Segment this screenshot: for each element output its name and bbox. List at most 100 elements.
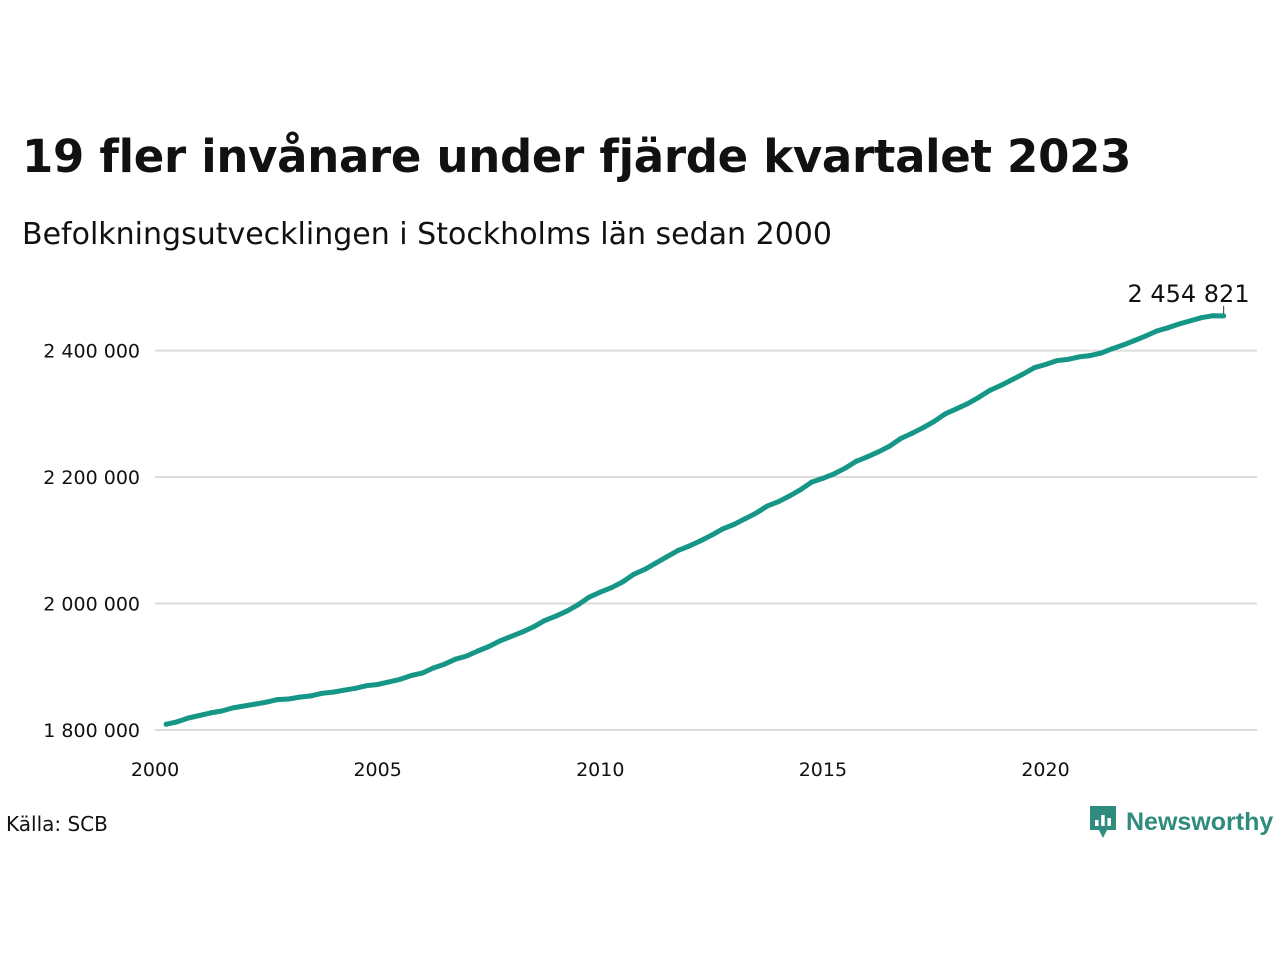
data-point	[1009, 377, 1015, 383]
data-point	[174, 719, 180, 725]
data-point	[1176, 321, 1182, 327]
data-point	[664, 554, 670, 560]
chart-title: 19 fler invånare under fjärde kvartalet …	[22, 130, 1132, 183]
data-point	[1120, 342, 1126, 348]
y-tick-label: 2 000 000	[43, 594, 140, 616]
data-point	[675, 547, 681, 553]
data-point	[998, 382, 1004, 388]
data-point	[608, 585, 614, 591]
data-point	[386, 679, 392, 685]
end-value-label: 2 454 821	[1127, 280, 1249, 308]
data-point	[163, 721, 169, 727]
x-tick-label: 2020	[1021, 759, 1069, 781]
data-point	[542, 618, 548, 624]
data-point	[352, 685, 358, 691]
data-point	[631, 571, 637, 577]
data-point	[942, 411, 948, 417]
data-point	[319, 690, 325, 696]
data-point	[1087, 353, 1093, 359]
data-point	[709, 532, 715, 538]
y-tick-label: 2 200 000	[43, 467, 140, 489]
data-point	[330, 689, 336, 695]
data-point	[441, 661, 447, 667]
data-point	[876, 449, 882, 455]
data-point	[1132, 337, 1138, 343]
data-point	[686, 543, 692, 549]
data-point	[853, 458, 859, 464]
y-tick-label: 1 800 000	[43, 720, 140, 742]
data-point	[775, 499, 781, 505]
data-point	[1076, 354, 1082, 360]
data-point	[1043, 362, 1049, 367]
data-point	[274, 697, 280, 703]
data-point	[553, 613, 559, 619]
data-point	[1143, 333, 1149, 339]
data-point	[497, 638, 503, 644]
data-point	[864, 454, 870, 460]
data-point	[241, 703, 247, 709]
data-point	[1054, 358, 1060, 364]
data-point	[931, 418, 937, 424]
data-point	[842, 465, 848, 471]
data-point	[1154, 328, 1160, 334]
data-point	[185, 715, 191, 721]
data-point	[464, 653, 470, 659]
data-point	[375, 681, 381, 687]
data-point	[508, 633, 514, 639]
data-point	[575, 602, 581, 608]
data-point	[475, 648, 481, 654]
data-point	[297, 694, 303, 700]
data-point	[653, 560, 659, 566]
data-point	[1187, 318, 1193, 324]
data-point	[408, 673, 414, 679]
data-point	[1209, 313, 1215, 319]
data-point	[308, 693, 314, 699]
data-point	[1020, 371, 1026, 377]
data-point	[798, 487, 804, 493]
data-point	[1165, 325, 1171, 331]
chart-subtitle: Befolkningsutvecklingen i Stockholms län…	[22, 217, 832, 252]
data-point	[953, 406, 959, 412]
data-point	[519, 629, 525, 635]
data-point	[764, 503, 770, 509]
data-point	[987, 387, 993, 393]
data-point	[965, 401, 971, 407]
data-point	[586, 594, 592, 600]
data-point	[887, 443, 893, 449]
end-value-annotation: 2 454 821	[1127, 280, 1250, 314]
x-tick-label: 2005	[353, 759, 401, 781]
data-point	[898, 435, 904, 441]
data-point	[642, 566, 648, 572]
data-point	[597, 589, 603, 595]
series-line	[165, 313, 1224, 727]
data-point	[1065, 356, 1071, 362]
data-point	[1198, 315, 1204, 321]
x-axis-tick-labels: 2000 2005 2010 2015 2020	[131, 759, 1070, 781]
data-point	[341, 687, 347, 693]
data-point	[430, 665, 436, 671]
data-point	[820, 475, 826, 481]
x-tick-label: 2010	[576, 759, 624, 781]
data-point	[731, 521, 737, 527]
data-point	[831, 471, 837, 477]
brand-name: Newsworthy	[1126, 807, 1274, 836]
data-point	[219, 708, 225, 714]
data-point	[720, 526, 726, 532]
data-point	[453, 656, 459, 662]
data-point	[263, 699, 269, 705]
data-point	[197, 712, 203, 718]
data-point	[753, 510, 759, 516]
series-layer	[165, 313, 1224, 727]
data-point	[1221, 313, 1227, 319]
data-point	[742, 516, 748, 522]
data-point	[486, 644, 492, 650]
data-point	[397, 676, 403, 682]
grid-lines	[155, 349, 1257, 731]
data-point	[208, 710, 214, 716]
data-point	[230, 705, 236, 711]
data-point	[976, 394, 982, 400]
data-point	[1109, 346, 1115, 352]
data-point	[620, 579, 626, 585]
data-points	[163, 313, 1227, 727]
